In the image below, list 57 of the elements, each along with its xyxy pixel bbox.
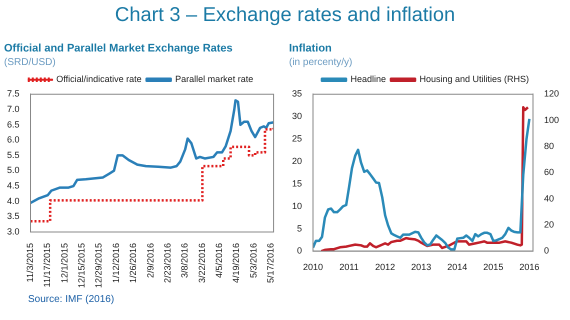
x-tick-label: 2015	[483, 262, 504, 272]
x-tick-label: 11/3/2015	[24, 242, 35, 282]
y-tick-label: 6.0	[6, 134, 20, 145]
y-tick-label: 3.5	[6, 211, 20, 222]
x-tick-label: 3/8/2016	[180, 242, 190, 278]
legend-label: Headline	[350, 74, 386, 84]
y-tick-label: 5	[296, 223, 302, 234]
y2-tick-label: 40	[544, 193, 554, 204]
y-tick-label: 25	[292, 134, 302, 144]
y-tick-label: 4.0	[6, 196, 20, 206]
y2-tick-label: 20	[544, 220, 554, 230]
chart-title: Inflation	[289, 42, 332, 55]
text: Chart 3 – Exchange rates and inflation	[114, 4, 456, 27]
y-tick-label: 20	[292, 156, 302, 166]
x-tick-label: 4/19/2016	[231, 242, 242, 284]
y2-tick-label: 0	[544, 246, 549, 256]
x-tick-label: 2/9/2016	[145, 242, 156, 278]
y-tick-label: 5.0	[6, 165, 20, 176]
y-tick-label: 7.5	[6, 88, 20, 99]
y-tick-label: 3.0	[6, 226, 20, 236]
x-tick-label: 12/29/2015	[94, 242, 104, 288]
y2-tick-label: 60	[544, 167, 554, 178]
x-tick-label: 4/5/2016	[214, 242, 224, 278]
x-tick-label: 2013	[411, 262, 432, 272]
x-tick-label: 1/12/2016	[110, 242, 121, 284]
legend-label: Parallel market rate	[175, 74, 254, 84]
y-tick-label: 35	[292, 88, 302, 99]
legend-label: Housing and Utilities (RHS)	[419, 74, 530, 84]
x-tick-label: 1/26/2016	[128, 242, 138, 284]
x-tick-label: 2012	[375, 262, 396, 272]
source-note: Source: IMF (2016)	[28, 294, 114, 305]
y-tick-label: 5.5	[6, 150, 20, 160]
x-tick-label: 5/17/2016	[266, 242, 276, 284]
x-tick-label: 12/15/2015	[76, 242, 87, 288]
y-tick-label: 10	[292, 200, 302, 211]
chart-subtitle: (in percenty/y)	[289, 56, 352, 68]
x-tick-label: 12/1/2015	[59, 242, 70, 284]
y2-tick-label: 80	[544, 141, 554, 152]
x-tick-label: 2010	[302, 262, 324, 272]
chart-subtitle: (SRD/USD)	[4, 56, 56, 68]
y2-tick-label: 120	[544, 88, 560, 99]
x-tick-label: 2016	[519, 262, 540, 272]
x-tick-label: 2/23/2016	[162, 242, 172, 284]
y-tick-label: 15	[292, 178, 302, 188]
y-tick-label: 7.0	[6, 104, 20, 114]
y-tick-label: 4.5	[6, 180, 20, 191]
x-tick-label: 2011	[339, 262, 359, 272]
y2-tick-label: 100	[544, 114, 560, 125]
y-tick-label: 30	[292, 111, 302, 122]
x-tick-label: 2014	[447, 262, 468, 272]
y-tick-label: 0	[296, 246, 302, 256]
x-tick-label: 3/22/2016	[196, 242, 207, 284]
x-tick-label: 11/17/2015	[42, 242, 52, 288]
legend-label: Official/indicative rate	[56, 74, 142, 84]
x-tick-label: 5/3/2016	[248, 242, 258, 278]
y-tick-label: 6.5	[6, 119, 20, 130]
chart-title: Official and Parallel Market Exchange Rates	[4, 42, 233, 55]
